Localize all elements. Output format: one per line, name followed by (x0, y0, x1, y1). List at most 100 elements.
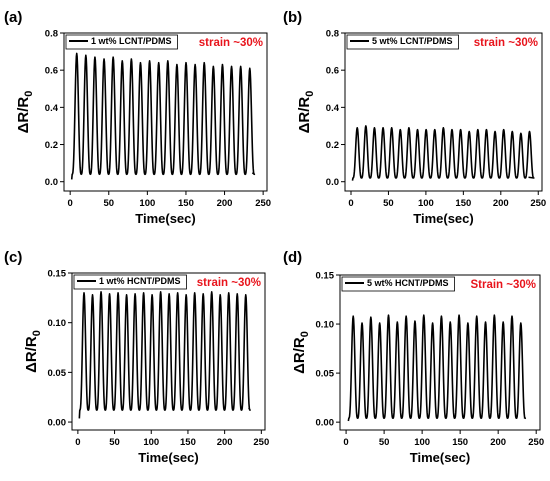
peak-point (520, 132, 522, 134)
peak-point (185, 62, 187, 64)
peak-point (236, 293, 238, 295)
y-tick-label: 0.10 (48, 318, 67, 329)
peak-point (203, 62, 205, 64)
peak-point (103, 58, 105, 60)
peak-point (160, 291, 162, 293)
peak-point (520, 322, 522, 324)
x-axis-label: Time(sec) (135, 211, 195, 226)
x-tick-label: 100 (143, 437, 159, 448)
x-axis-label: Time(sec) (410, 450, 470, 465)
strain-annotation: strain ~30% (474, 37, 538, 49)
plot-frame (339, 274, 541, 431)
peak-point (361, 322, 363, 324)
peak-point (425, 129, 427, 131)
peak-point (202, 293, 204, 295)
peak-point (167, 60, 169, 62)
x-tick-label: 150 (455, 198, 471, 209)
y-tick-label: 0.15 (316, 271, 335, 282)
y-tick-label: 0.4 (45, 103, 59, 114)
peak-point (108, 293, 111, 295)
peak-point (399, 129, 401, 131)
peak-point (148, 60, 151, 62)
panel-d: (d) 0 50 100 150 200 250 0.00 0.05 0.10 0.15 Time(s… (275, 240, 550, 480)
x-tick-label: 200 (490, 437, 506, 448)
chart-b: (b) 0 50 100 150 200 250 0.0 0.2 0.4 0.6 0.8 Time(se… (283, 9, 546, 226)
peak-point (151, 294, 153, 296)
peak-point (503, 129, 505, 131)
peak-point (211, 291, 213, 293)
y-tick-label: 0.05 (316, 369, 335, 380)
peak-point (230, 65, 233, 68)
x-tick-label: 250 (253, 437, 269, 448)
chart-c: (c) 0 50 100 150 200 250 0.00 0.05 0.10 0.15 Time(s… (4, 249, 269, 465)
peak-point (185, 294, 187, 296)
peak-point (76, 52, 78, 55)
panel-b: (b) 0 50 100 150 200 250 0.0 0.2 0.4 0.6 0.8 Time(se… (275, 0, 550, 240)
x-tick-label: 200 (217, 198, 233, 209)
x-tick-label: 200 (217, 437, 233, 448)
peak-point (85, 54, 87, 56)
peak-point (370, 316, 372, 318)
y-tick-label: 0.2 (45, 140, 58, 151)
peak-point (112, 56, 114, 58)
peak-point (387, 314, 390, 316)
x-tick-label: 150 (180, 437, 196, 448)
x-tick-label: 100 (139, 198, 155, 209)
peak-point (134, 293, 136, 295)
peak-point (373, 127, 376, 129)
series-line (70, 52, 256, 180)
peak-point (100, 291, 102, 293)
strain-annotation: strain ~30% (197, 277, 261, 289)
chart-a: (a) 0 50 100 150 200 250 0.0 0.2 0.4 0.6 0.8 Time(se… (4, 9, 271, 226)
peak-point (396, 321, 398, 323)
peak-point (468, 130, 470, 133)
peak-point (365, 125, 367, 127)
peak-point (476, 315, 478, 317)
y-tick-label: 0.0 (326, 177, 339, 188)
peak-point (391, 127, 393, 129)
peak-point (477, 129, 479, 131)
peak-point (212, 65, 214, 68)
x-tick-label: 100 (418, 198, 434, 209)
peak-point (83, 292, 85, 294)
legend-label: 5 wt% HCNT/PDMS (367, 278, 449, 288)
peak-point (221, 64, 224, 66)
x-tick-label: 250 (530, 198, 546, 209)
panel-c: (c) 0 50 100 150 200 250 0.00 0.05 0.10 0.15 Time(s… (0, 240, 275, 480)
y-tick-label: 0.00 (316, 418, 335, 429)
peak-point (158, 62, 160, 64)
x-tick-label: 100 (414, 437, 430, 448)
peak-point (177, 292, 179, 294)
peak-point (228, 292, 230, 294)
peak-point (139, 62, 142, 64)
legend-label: 5 wt% LCNT/PDMS (372, 36, 453, 46)
x-tick-label: 150 (178, 198, 194, 209)
peak-point (467, 322, 469, 324)
y-tick-label: 0.0 (45, 177, 58, 188)
panel-label: (a) (4, 9, 22, 26)
peak-point (121, 60, 123, 62)
x-tick-label: 250 (255, 198, 271, 209)
plot-frame (344, 32, 543, 192)
peak-point (168, 293, 170, 295)
y-tick-label: 0.10 (316, 320, 335, 331)
legend-box (346, 34, 459, 50)
peak-point (405, 315, 407, 317)
x-axis-label: Time(sec) (138, 450, 198, 465)
y-axis-label: ΔR/R0 (15, 91, 35, 134)
peak-point (356, 127, 358, 129)
strain-annotation: strain ~30% (199, 37, 263, 49)
y-axis-label: ΔR/R0 (291, 331, 311, 374)
y-tick-label: 0.15 (48, 269, 67, 280)
peak-point (414, 320, 416, 322)
peak-point (379, 322, 381, 324)
y-tick-label: 0.8 (326, 29, 339, 40)
series-line (347, 314, 527, 422)
peak-point (408, 127, 410, 129)
y-tick-label: 0.00 (48, 418, 67, 429)
panel-label: (b) (283, 9, 302, 26)
peak-point (528, 130, 531, 133)
x-tick-label: 200 (493, 198, 509, 209)
x-tick-label: 50 (109, 437, 120, 448)
peak-point (194, 292, 196, 294)
